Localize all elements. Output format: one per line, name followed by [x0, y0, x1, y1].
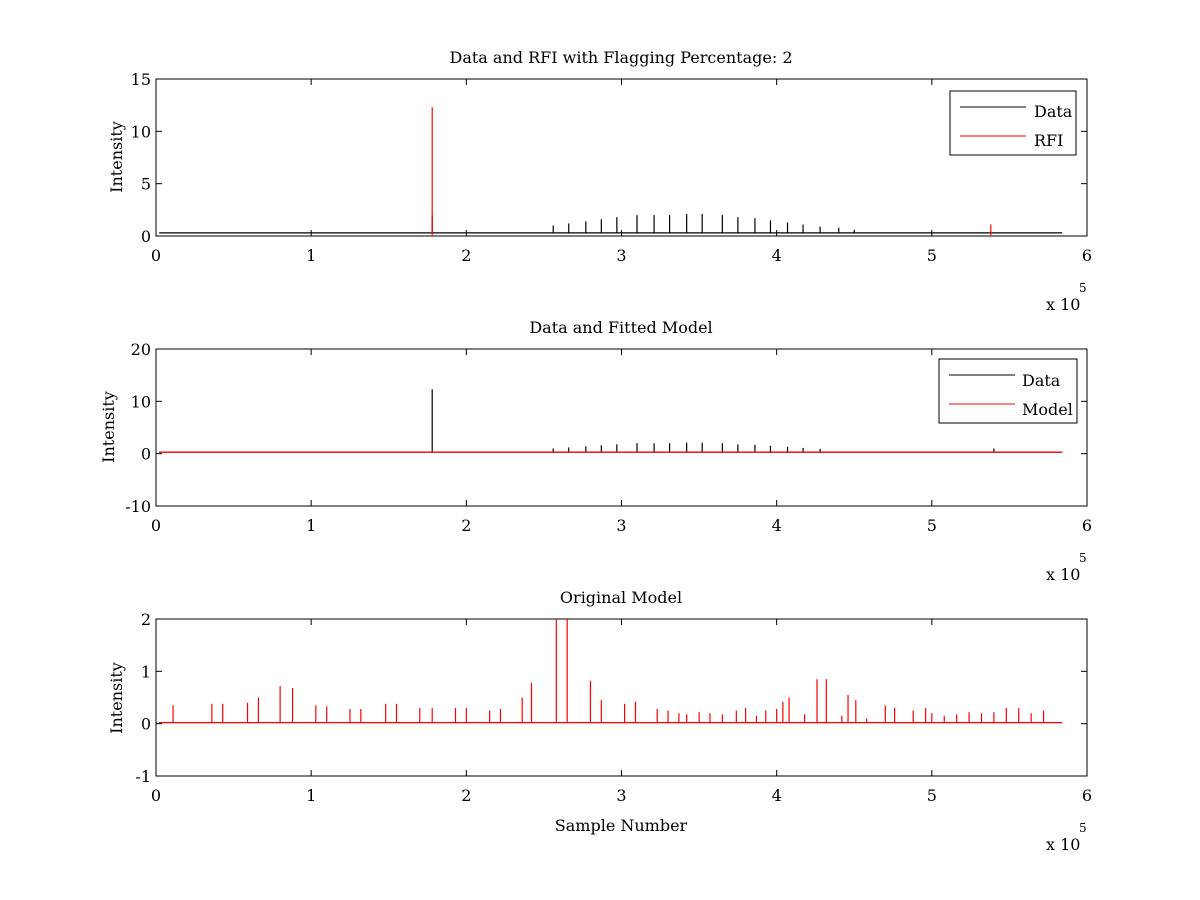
y-tick-label: 10	[131, 122, 151, 141]
subplot-1-ylabel: Intensity	[107, 121, 126, 193]
x-tick-label: 4	[772, 246, 782, 265]
subplot-1: Data and RFI with Flagging Percentage: 2…	[107, 48, 1092, 314]
subplot-3-title: Original Model	[560, 588, 682, 607]
subplot-3-xlabel: Sample Number	[555, 816, 688, 835]
subplot-1-x-multiplier-exponent: 5	[1079, 281, 1087, 295]
subplot-2-x-multiplier-base: x 10	[1046, 565, 1080, 584]
x-tick-label: 5	[927, 786, 937, 805]
subplot-3-plot-area	[159, 619, 1063, 724]
subplot-3-x-multiplier-exponent: 5	[1079, 821, 1087, 835]
x-tick-label: 3	[616, 786, 626, 805]
x-tick-label: 0	[151, 246, 161, 265]
x-tick-label: 2	[461, 246, 471, 265]
subplot-2-legend-label-model: Model	[1022, 400, 1073, 419]
y-tick-label: -1	[135, 767, 151, 786]
x-tick-label: 5	[927, 246, 937, 265]
subplot-2-ylabel: Intensity	[99, 391, 118, 463]
y-tick-label: -10	[125, 497, 151, 516]
subplot-1-x-multiplier: x 10	[1046, 295, 1080, 314]
y-tick-label: 15	[131, 70, 151, 89]
x-tick-label: 1	[306, 516, 316, 535]
y-tick-label: 20	[131, 340, 151, 359]
x-tick-label: 3	[616, 516, 626, 535]
subplot-1-x-multiplier-base: x 10	[1046, 295, 1080, 314]
y-tick-label: 0	[141, 227, 151, 246]
y-tick-label: 0	[141, 715, 151, 734]
x-tick-label: 6	[1082, 786, 1092, 805]
x-tick-label: 6	[1082, 246, 1092, 265]
x-tick-label: 4	[772, 516, 782, 535]
x-tick-label: 1	[306, 246, 316, 265]
subplot-1-plot-area	[159, 107, 1063, 236]
x-tick-label: 2	[461, 516, 471, 535]
x-tick-label: 0	[151, 516, 161, 535]
subplot-1-ticks: 0 1 2 3 4 5 6 0 5 10 15	[131, 70, 1092, 265]
subplot-2-plot-area	[159, 389, 1063, 453]
subplot-3-x-multiplier: x 10	[1046, 835, 1080, 854]
subplot-1-legend: Data RFI	[949, 90, 1077, 156]
subplot-2-legend-label-data: Data	[1022, 371, 1061, 390]
y-tick-label: 0	[141, 445, 151, 464]
subplot-1-legend-label-data: Data	[1034, 102, 1073, 121]
y-tick-label: 1	[141, 662, 151, 681]
x-tick-label: 6	[1082, 516, 1092, 535]
x-tick-label: 4	[772, 786, 782, 805]
subplot-3-ylabel: Intensity	[107, 662, 126, 734]
x-tick-label: 1	[306, 786, 316, 805]
x-tick-label: 5	[927, 516, 937, 535]
y-tick-label: 5	[141, 175, 151, 194]
subplot-1-legend-label-rfi: RFI	[1034, 131, 1063, 150]
subplot-2-x-multiplier: x 10	[1046, 565, 1080, 584]
x-tick-label: 0	[151, 786, 161, 805]
x-tick-label: 2	[461, 786, 471, 805]
y-tick-label: 10	[131, 392, 151, 411]
subplot-2-legend-box	[938, 358, 1078, 424]
subplot-1-title: Data and RFI with Flagging Percentage: 2	[449, 48, 792, 67]
subplot-1-legend-box	[949, 90, 1077, 156]
y-tick-label: 2	[141, 610, 151, 629]
subplot-2-legend: Data Model	[938, 358, 1078, 424]
x-tick-label: 3	[616, 246, 626, 265]
subplot-3-x-multiplier-base: x 10	[1046, 835, 1080, 854]
subplot-2-title: Data and Fitted Model	[529, 318, 712, 337]
subplot-2-x-multiplier-exponent: 5	[1079, 551, 1087, 565]
